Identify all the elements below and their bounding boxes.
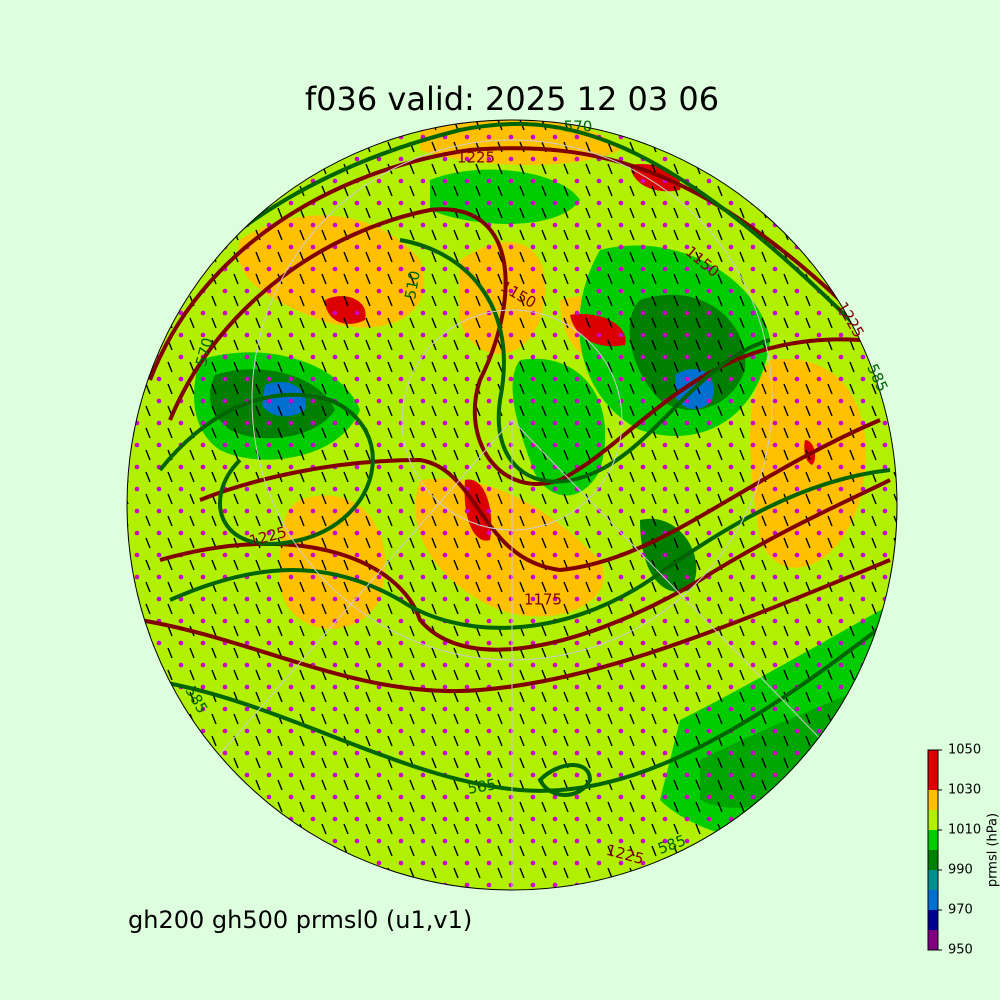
colorbar: 950 970 990 1010 1030 1050	[927, 743, 981, 958]
title: f036 valid: 2025 12 03 06	[305, 80, 719, 118]
colorbar-tick-label: 1010	[948, 823, 981, 838]
colorbar-band	[928, 830, 938, 850]
subtitle: gh200 gh500 prmsl0 (u1,v1)	[128, 906, 472, 934]
contour-label: 1175	[524, 591, 562, 609]
contour-label: 1225	[457, 149, 495, 167]
globe-edge	[126, 119, 898, 891]
colorbar-tick-label: 990	[948, 863, 973, 878]
colorbar-tick-label: 950	[948, 943, 973, 958]
colorbar-band	[928, 850, 938, 870]
colorbar-band	[928, 930, 938, 950]
colorbar-frame	[927, 749, 939, 951]
globe-map	[127, 120, 897, 890]
contour-label: 570	[564, 118, 593, 136]
contour-label: 585	[466, 775, 497, 798]
contour-label: 510	[401, 269, 424, 300]
colorbar-band	[928, 910, 938, 930]
colorbar-band	[928, 810, 938, 830]
colorbar-tick-label: 1050	[948, 743, 981, 758]
contour-labels: 570 1225 510 1150 1150 1225 585 570 1225…	[181, 118, 891, 869]
colorbar-band	[928, 790, 938, 810]
colorbar-label: prmsl (hPa)	[986, 813, 1000, 887]
colorbar-tick-label: 970	[948, 903, 973, 918]
colorbar-band	[928, 890, 938, 910]
colorbar-band	[928, 750, 938, 790]
colorbar-tick-label: 1030	[948, 783, 981, 798]
colorbar-band	[928, 870, 938, 890]
